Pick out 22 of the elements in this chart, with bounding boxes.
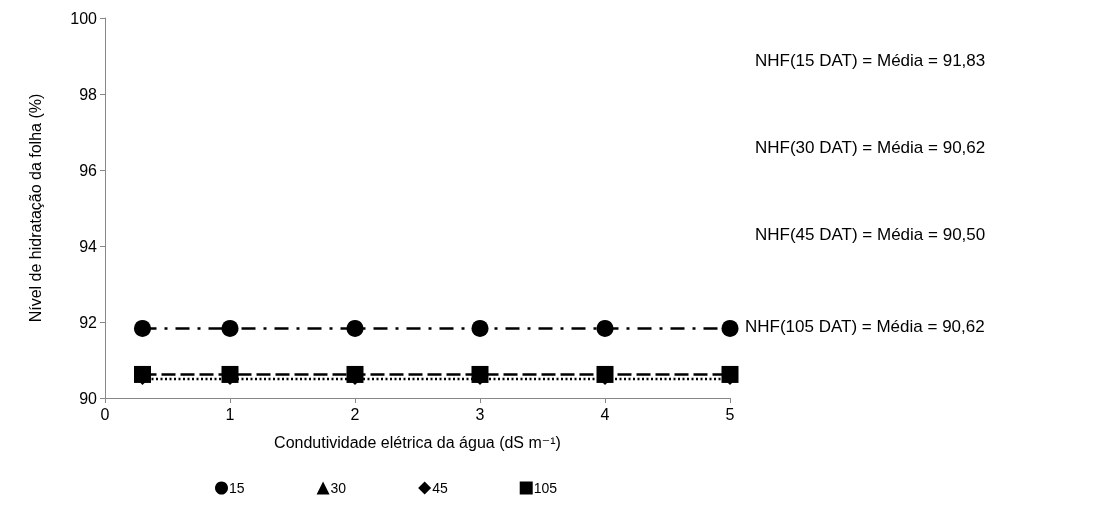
legend-label: 30: [330, 480, 347, 496]
text: NHF(105 DAT) = Média = 90,62: [745, 317, 985, 336]
legend-label: 105: [533, 480, 558, 496]
y-tick-label: 100: [70, 9, 98, 27]
x-tick-label: 2: [350, 405, 360, 423]
y-tick-label: 94: [79, 237, 98, 255]
y-tick-label: 96: [79, 161, 98, 179]
legend-label: 45: [432, 480, 448, 496]
y-tick-label: 92: [79, 313, 98, 331]
x-tick-label: 0: [100, 405, 110, 423]
x-tick-label: 4: [600, 405, 610, 423]
y-axis-title: Nível de hidratação da folha (%): [26, 93, 44, 323]
text: NHF(30 DAT) = Média = 90,62: [755, 138, 986, 157]
x-tick-label: 3: [475, 405, 485, 423]
x-tick-label: 5: [725, 405, 735, 423]
y-tick-label: 98: [79, 85, 98, 103]
text: NHF(45 DAT) = Média = 90,50: [755, 225, 986, 244]
x-tick-label: 1: [225, 405, 235, 423]
text: NHF(15 DAT) = Média = 91,83: [755, 51, 986, 70]
y-tick-label: 90: [79, 389, 98, 407]
x-axis-title: Condutividade elétrica da água (dS m⁻¹): [274, 433, 561, 451]
legend-label: 15: [229, 480, 245, 496]
